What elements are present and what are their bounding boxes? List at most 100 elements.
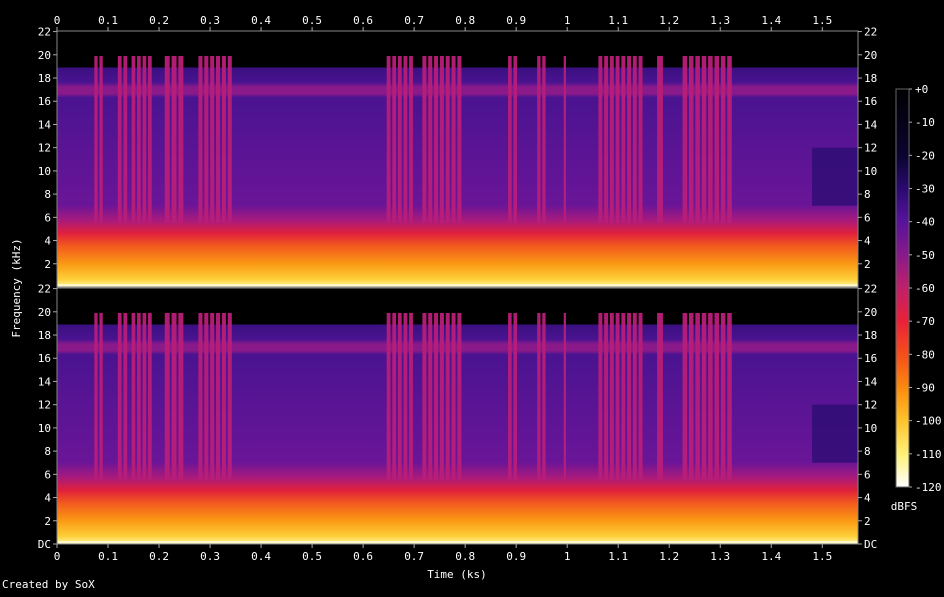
burst-stripe bbox=[615, 312, 620, 481]
x-tick-label-bottom: 0.6 bbox=[353, 550, 373, 563]
y-tick-label: 4 bbox=[44, 492, 51, 505]
y-tick-label: 12 bbox=[38, 399, 51, 412]
y-tick-label: 22 bbox=[38, 26, 51, 39]
x-tick-label-top: 1.2 bbox=[659, 14, 679, 27]
burst-stripe bbox=[720, 55, 726, 224]
burst-stripe bbox=[123, 55, 128, 224]
burst-stripe bbox=[409, 55, 413, 224]
burst-stripe bbox=[99, 312, 103, 481]
burst-stripe bbox=[457, 55, 462, 224]
burst-stripe bbox=[204, 312, 209, 481]
burst-2-8 bbox=[508, 312, 518, 481]
burst-stripe bbox=[397, 55, 402, 224]
y-tick-label: 14 bbox=[38, 375, 52, 388]
burst-stripe bbox=[227, 55, 232, 224]
burst-stripe bbox=[210, 55, 215, 224]
x-tick-label-top: 0.4 bbox=[251, 14, 271, 27]
burst-stripe bbox=[513, 312, 518, 481]
x-tick-label-bottom: 0.5 bbox=[302, 550, 322, 563]
y-tick-label: 10 bbox=[38, 165, 51, 178]
colorbar-tick-label: +0 bbox=[915, 83, 928, 96]
burst-2-13 bbox=[682, 312, 720, 481]
burst-2-6 bbox=[386, 312, 413, 481]
x-tick-label-top: 0.2 bbox=[149, 14, 169, 27]
burst-stripe bbox=[123, 312, 128, 481]
panel-frame bbox=[56, 287, 859, 545]
burst-stripe bbox=[403, 55, 408, 224]
x-axis-label: Time (ks) bbox=[427, 568, 487, 581]
burst-stripe bbox=[94, 55, 98, 224]
y-tick-label: 14 bbox=[38, 118, 52, 131]
burst-stripe bbox=[434, 55, 439, 224]
y-tick-label-right: 16 bbox=[864, 95, 877, 108]
y-tick-label: 2 bbox=[44, 258, 51, 271]
burst-stripe bbox=[688, 312, 694, 481]
y-tick-label: 2 bbox=[44, 515, 51, 528]
burst-2-4 bbox=[164, 312, 184, 481]
burst-stripe bbox=[627, 312, 632, 481]
y-tick-label: 4 bbox=[44, 235, 51, 248]
burst-1-3 bbox=[131, 55, 152, 224]
y-tick-label-right: 12 bbox=[864, 142, 877, 155]
x-tick-label-bottom: 0.9 bbox=[506, 550, 526, 563]
burst-stripe bbox=[508, 55, 512, 224]
y-tick-label-right: 16 bbox=[864, 352, 877, 365]
x-tick-label-top: 0.1 bbox=[98, 14, 118, 27]
colorbar-tick-label: -100 bbox=[915, 415, 942, 428]
burst-stripe bbox=[632, 55, 637, 224]
burst-stripe bbox=[604, 55, 609, 224]
burst-stripe bbox=[615, 55, 620, 224]
burst-stripe bbox=[627, 55, 632, 224]
colorbar-tick-label: -70 bbox=[915, 315, 935, 328]
colorbar-tick-label: -60 bbox=[915, 282, 935, 295]
colorbar-tick-label: -120 bbox=[915, 481, 942, 494]
panel-frame bbox=[56, 30, 859, 288]
burst-stripe bbox=[94, 312, 98, 481]
x-tick-label-bottom: 1.5 bbox=[812, 550, 832, 563]
burst-2-11 bbox=[598, 312, 643, 481]
x-tick-label-top: 0 bbox=[54, 14, 61, 27]
y-tick-label-right: 4 bbox=[864, 235, 871, 248]
colorbar-tick-label: -80 bbox=[915, 348, 935, 361]
burst-stripe bbox=[178, 55, 184, 224]
burst-2-2 bbox=[117, 312, 128, 481]
burst-stripe bbox=[137, 312, 141, 481]
burst-stripe bbox=[397, 312, 402, 481]
burst-stripe bbox=[210, 312, 215, 481]
burst-stripe bbox=[657, 312, 663, 481]
colorbar-tick-label: -90 bbox=[915, 382, 935, 395]
y-tick-label: DC bbox=[38, 538, 51, 551]
burst-stripe bbox=[598, 312, 603, 481]
y-tick-label: 18 bbox=[38, 329, 51, 342]
burst-stripe bbox=[714, 55, 720, 224]
burst-stripe bbox=[117, 55, 122, 224]
x-tick-label-bottom: 1 bbox=[564, 550, 571, 563]
y-tick-label-right: 18 bbox=[864, 72, 877, 85]
burst-stripe bbox=[563, 55, 566, 224]
burst-stripe bbox=[422, 312, 427, 481]
y-tick-label-right: 6 bbox=[864, 211, 871, 224]
burst-stripe bbox=[137, 55, 141, 224]
y-tick-label: 6 bbox=[44, 468, 51, 481]
burst-stripe bbox=[727, 55, 732, 224]
burst-2-9 bbox=[537, 312, 546, 481]
burst-stripe bbox=[216, 312, 221, 481]
y-tick-label-right: 2 bbox=[864, 515, 871, 528]
x-tick-label-bottom: 1.2 bbox=[659, 550, 679, 563]
burst-stripe bbox=[638, 312, 643, 481]
burst-stripe bbox=[439, 55, 444, 224]
x-tick-label-top: 1 bbox=[564, 14, 571, 27]
credit-text: Created by SoX bbox=[2, 578, 95, 591]
burst-stripe bbox=[148, 312, 152, 481]
burst-stripe bbox=[621, 312, 626, 481]
colorbar-tick-label: -50 bbox=[915, 249, 935, 262]
burst-stripe bbox=[142, 312, 147, 481]
burst-stripe bbox=[221, 55, 226, 224]
x-tick-label-bottom: 1.4 bbox=[761, 550, 781, 563]
burst-stripe bbox=[714, 312, 720, 481]
x-tick-label-top: 0.5 bbox=[302, 14, 322, 27]
burst-stripe bbox=[428, 55, 433, 224]
y-tick-label: 20 bbox=[38, 49, 51, 62]
